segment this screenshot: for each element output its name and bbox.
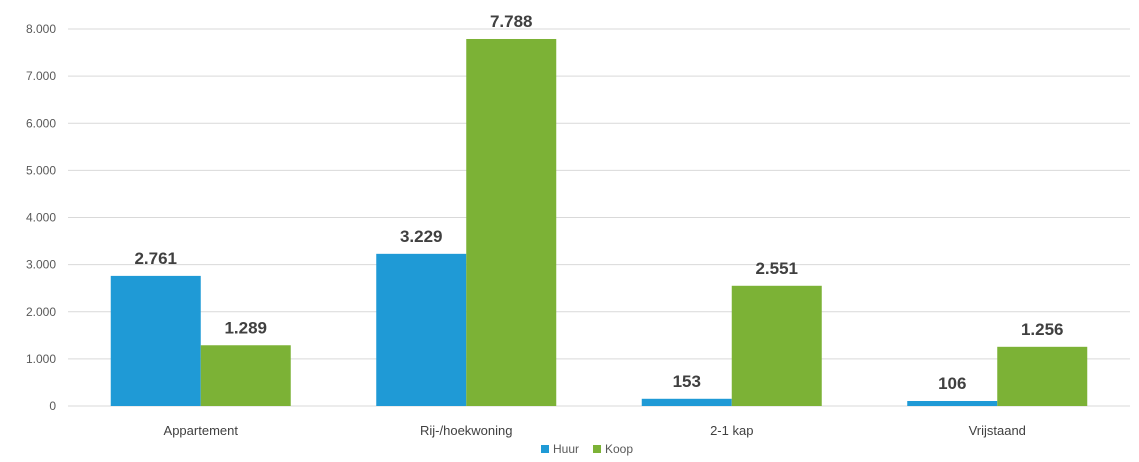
data-label: 2.551 (755, 259, 798, 278)
bar-koop-0 (200, 345, 291, 406)
data-label: 1.289 (224, 318, 267, 337)
data-label: 2.761 (134, 249, 177, 268)
bar-koop-1 (466, 38, 557, 406)
data-label: 7.788 (490, 12, 533, 31)
legend-label: Huur (553, 442, 579, 456)
y-tick-label: 6.000 (26, 116, 56, 130)
y-tick-label: 5.000 (26, 163, 56, 177)
bars (110, 38, 1088, 406)
data-labels: 2.761 1.289 3.229 7.788 153 2.551 106 1.256 (134, 12, 1063, 393)
data-label: 1.256 (1021, 320, 1064, 339)
bar-huur-1 (376, 253, 467, 406)
x-tick-label: Appartement (164, 423, 239, 438)
x-tick-label: Rij-/hoekwoning (420, 423, 513, 438)
bar-huur-0 (110, 275, 201, 406)
bar-koop-3 (997, 346, 1088, 406)
bar-huur-2 (641, 398, 732, 406)
y-tick-label: 8.000 (26, 22, 56, 36)
y-tick-label: 3.000 (26, 258, 56, 272)
y-tick-label: 7.000 (26, 69, 56, 83)
legend-swatch-huur (541, 445, 549, 453)
legend: Huur Koop (541, 442, 633, 456)
x-tick-label: 2-1 kap (710, 423, 753, 438)
y-tick-label: 4.000 (26, 211, 56, 225)
y-tick-label: 1.000 (26, 352, 56, 366)
y-tick-label: 0 (49, 399, 56, 413)
x-tick-label: Vrijstaand (969, 423, 1026, 438)
data-label: 106 (938, 374, 966, 393)
bar-huur-3 (907, 401, 998, 406)
legend-swatch-koop (593, 445, 601, 453)
x-axis: Appartement Rij-/hoekwoning 2-1 kap Vrijsta… (164, 423, 1026, 438)
data-label: 153 (673, 372, 701, 391)
y-axis: 0 1.000 2.000 3.000 4.000 5.000 6.000 7.000 8.00… (26, 22, 56, 413)
data-label: 3.229 (400, 227, 443, 246)
bar-koop-2 (731, 285, 822, 406)
y-tick-label: 2.000 (26, 305, 56, 319)
legend-label: Koop (605, 442, 633, 456)
